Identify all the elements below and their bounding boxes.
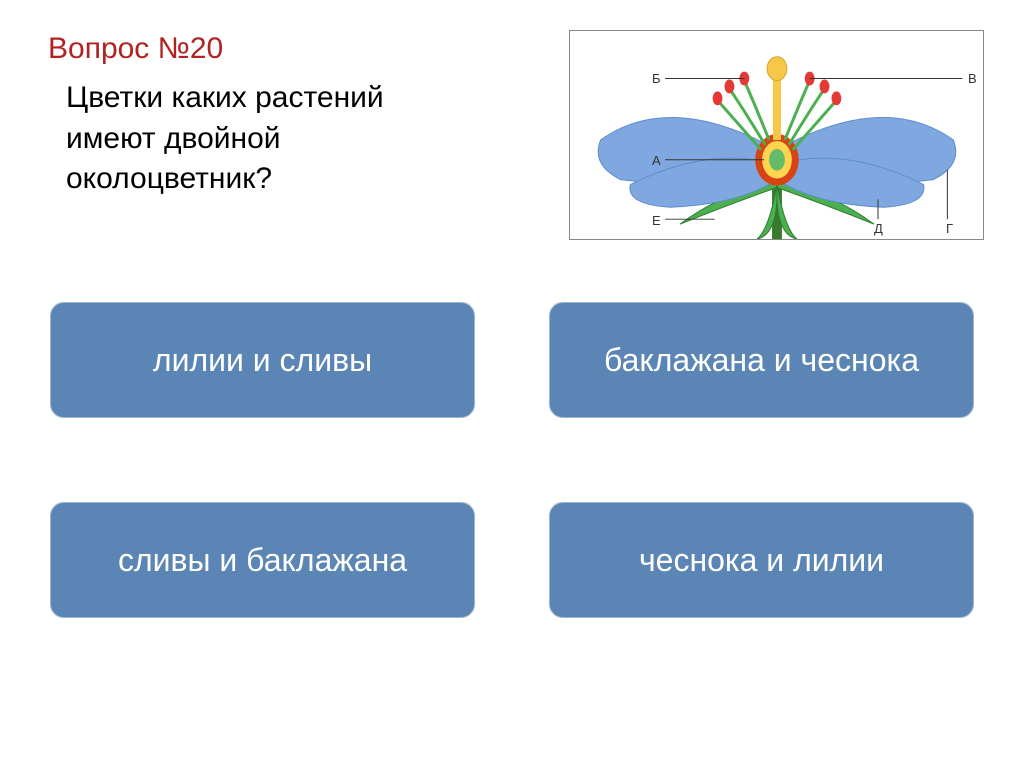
answers-grid: лилии и сливы баклажана и чеснока сливы … (0, 240, 1024, 620)
answer-option-1[interactable]: лилии и сливы (48, 300, 477, 420)
diagram-label-g: Г (946, 221, 953, 236)
question-number: Вопрос №20 (48, 32, 549, 66)
diagram-label-b: Б (652, 71, 661, 86)
answer-option-2[interactable]: баклажана и чеснока (547, 300, 976, 420)
diagram-label-e: Е (652, 213, 661, 228)
flower-svg (570, 31, 983, 239)
question-text: Цветки каких растений имеют двойной окол… (48, 78, 478, 200)
diagram-label-v: В (968, 71, 977, 86)
flower-diagram: Б В А Е Д Г (569, 30, 984, 240)
diagram-label-d: Д (874, 221, 883, 236)
question-block: Вопрос №20 Цветки каких растений имеют д… (48, 30, 549, 200)
diagram-label-a: А (652, 153, 661, 168)
answer-option-4[interactable]: чеснока и лилии (547, 500, 976, 620)
header-row: Вопрос №20 Цветки каких растений имеют д… (0, 0, 1024, 240)
answer-option-3[interactable]: сливы и баклажана (48, 500, 477, 620)
